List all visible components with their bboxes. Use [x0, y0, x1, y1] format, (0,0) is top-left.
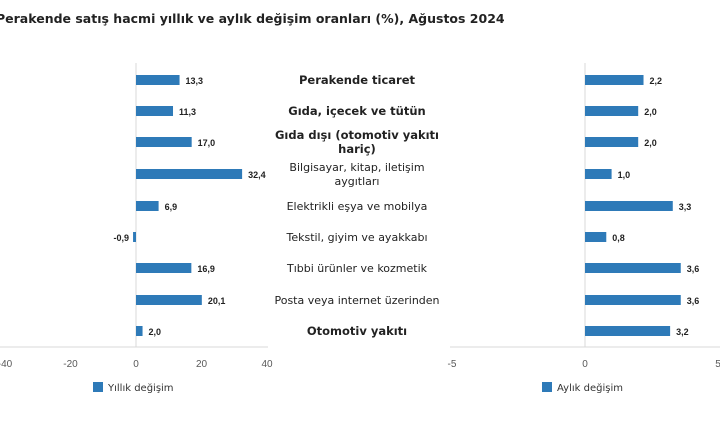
data-label: 16,9: [197, 264, 215, 274]
bar: [585, 232, 607, 242]
x-tick-label: 0: [582, 359, 588, 370]
data-label: 3,2: [676, 327, 689, 337]
bar: [133, 232, 136, 242]
bar: [585, 201, 673, 211]
bar: [136, 295, 202, 305]
category-label: hariç): [338, 142, 376, 156]
category-label: aygıtları: [335, 175, 380, 188]
legend-swatch: [542, 382, 552, 392]
bar: [585, 137, 639, 147]
data-label: 11,3: [179, 107, 196, 117]
x-tick-label: 40: [261, 359, 273, 370]
chart-title: Perakende satış hacmi yıllık ve aylık de…: [0, 11, 505, 26]
data-label: 3,3: [679, 202, 692, 212]
bar: [136, 137, 192, 147]
data-label: 2,2: [650, 76, 663, 86]
data-label: 2,0: [644, 138, 657, 148]
data-label: 13,3: [186, 76, 204, 86]
data-label: 17,0: [198, 138, 216, 148]
bar: [136, 201, 159, 211]
data-label: 2,0: [644, 107, 657, 117]
legend-swatch: [93, 382, 103, 392]
category-label: Bilgisayar, kitap, iletişim: [289, 161, 424, 174]
data-label: 1,0: [618, 170, 631, 180]
data-label: 0,8: [612, 233, 625, 243]
x-tick-label: -5: [448, 359, 457, 370]
x-tick-label: -40: [0, 359, 13, 370]
x-tick-label: -20: [63, 359, 78, 370]
category-label: Tıbbi ürünler ve kozmetik: [286, 262, 428, 275]
category-label: Elektrikli eşya ve mobilya: [287, 200, 428, 213]
x-tick-label: 5: [715, 359, 720, 370]
bar: [585, 263, 681, 273]
category-label: Otomotiv yakıtı: [307, 324, 407, 338]
data-label: 20,1: [208, 296, 226, 306]
data-label: 32,4: [248, 170, 266, 180]
bar: [585, 295, 681, 305]
category-label: Gıda dışı (otomotiv yakıtı: [275, 128, 439, 142]
bar: [585, 169, 612, 179]
data-label: 3,6: [687, 264, 700, 274]
category-label: Gıda, içecek ve tütün: [288, 104, 425, 118]
bar: [585, 75, 644, 85]
bar: [585, 326, 671, 336]
category-label: Posta veya internet üzerinden: [274, 294, 439, 307]
data-label: -0,9: [114, 233, 130, 243]
bar: [585, 106, 639, 116]
x-tick-label: 20: [196, 359, 208, 370]
x-tick-label: 0: [133, 359, 139, 370]
bar: [136, 75, 180, 85]
data-label: 6,9: [165, 202, 178, 212]
legend-label: Aylık değişim: [557, 382, 623, 394]
bar: [136, 169, 243, 179]
bar: [136, 326, 143, 336]
bar: [136, 263, 192, 273]
data-label: 2,0: [149, 327, 162, 337]
category-label: Tekstil, giyim ve ayakkabı: [285, 231, 427, 244]
bar: [136, 106, 174, 116]
data-label: 3,6: [687, 296, 700, 306]
legend-label: Yıllık değişim: [107, 382, 174, 394]
category-label: Perakende ticaret: [299, 73, 416, 87]
